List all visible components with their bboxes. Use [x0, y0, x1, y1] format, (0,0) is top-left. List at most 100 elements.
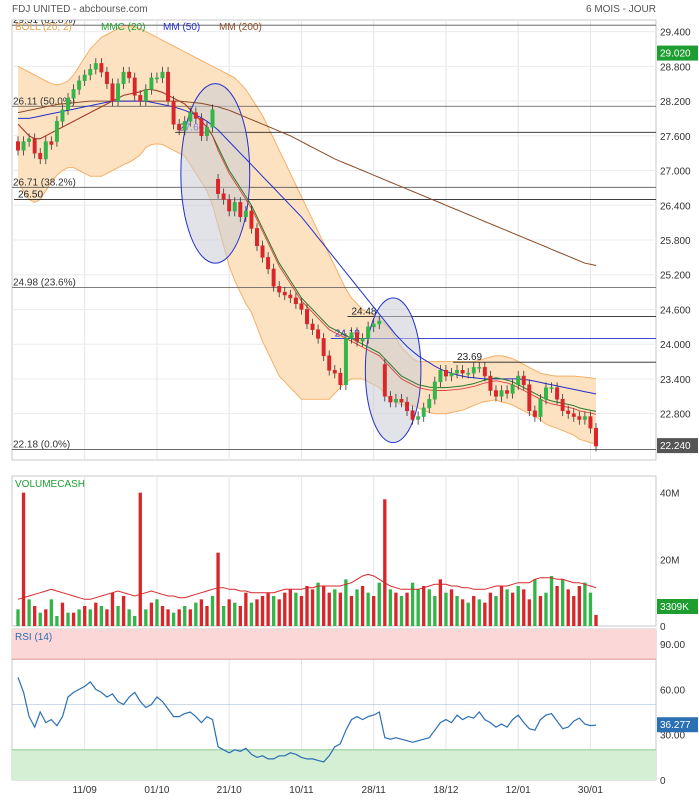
bollinger-lower-line [17, 143, 597, 445]
level-label: 26.50 [18, 189, 43, 200]
candle-body [555, 387, 560, 400]
volume-bar [71, 612, 76, 626]
volume-bar [16, 609, 20, 626]
candle-body [538, 398, 543, 417]
candle-body [377, 320, 382, 325]
rsi-tick-label: 30.00 [660, 731, 685, 742]
volume-bar [410, 582, 415, 626]
volume-bar [316, 582, 320, 626]
candle-body [266, 257, 271, 270]
volume-bar [177, 609, 181, 626]
candle-body [488, 375, 493, 391]
volume-bar [310, 589, 315, 626]
volume-bar [127, 609, 131, 626]
volume-badge: 3309K [660, 602, 689, 613]
volume-bar [260, 596, 265, 626]
volume-bar [588, 592, 593, 626]
candle-body [305, 309, 309, 325]
volume-bar [583, 582, 587, 626]
candle-body [371, 323, 376, 328]
volume-bar [455, 596, 459, 626]
rsi-tick-label: 0 [660, 776, 666, 787]
axis-labels: 29.400 28.800 28.200 27.600 27.000 26.400 25.8… [73, 28, 691, 796]
volume-bar [121, 596, 126, 626]
candle-body [127, 71, 132, 79]
price-tick-label: 23.400 [660, 375, 691, 386]
rsi-badge: 36.277 [660, 720, 691, 731]
volume-bar [155, 599, 159, 626]
candle-body [443, 370, 448, 377]
volume-bar [216, 552, 220, 626]
volume-bar [210, 596, 215, 626]
candle-body [154, 77, 159, 80]
volume-bar [183, 606, 187, 626]
date-tick-label: 01/10 [144, 785, 169, 796]
candle-body [93, 63, 98, 70]
candle-body [260, 245, 265, 258]
volume-tick-label: 0 [660, 622, 666, 633]
candle-body [349, 332, 354, 339]
price-legend-item: MMC (20) [101, 22, 145, 33]
volume-bar [294, 592, 298, 626]
volume-bar [44, 609, 48, 626]
candle-body [438, 370, 443, 383]
candle-body [138, 95, 143, 102]
volume-bar [194, 602, 198, 626]
candle-body [405, 401, 410, 412]
candle-body [505, 390, 510, 394]
candle-body [216, 178, 221, 194]
candle-body [21, 141, 26, 151]
candle-body [293, 297, 298, 304]
candle-body [60, 109, 65, 122]
candle-body [466, 372, 471, 375]
volume-bar [77, 609, 81, 626]
date-tick-label: 21/10 [217, 785, 242, 796]
volume-bar [244, 592, 248, 626]
volume-bar [266, 592, 270, 626]
volume-bar [333, 589, 337, 626]
volume-bar [572, 596, 576, 626]
volume-bar [544, 592, 548, 626]
candle-body [271, 268, 276, 287]
candle-body [166, 71, 171, 102]
volume-bar [299, 596, 304, 626]
candle-body [82, 74, 87, 82]
candle-body [560, 398, 565, 412]
rsi-indicator [12, 629, 656, 780]
level-label: 23.69 [457, 352, 482, 363]
volume-badge-bg [657, 599, 698, 614]
current-price-badge-bg [657, 438, 698, 454]
volume-bar [360, 586, 365, 626]
candle-body [132, 77, 137, 96]
price-tick-label: 27.000 [660, 167, 691, 178]
volume-bar [105, 609, 109, 626]
candle-body [43, 141, 48, 160]
candle-body [232, 202, 237, 212]
volume-bar [405, 592, 409, 626]
volume-ma-line [17, 573, 597, 600]
candle-body [577, 416, 582, 420]
bollinger-fill [18, 25, 596, 444]
candle-body [527, 384, 532, 412]
volume-bar [38, 612, 42, 626]
candle-body [432, 381, 437, 400]
price-tick-label: 29.400 [660, 28, 691, 39]
price-legend-item: BOLL (20, 2) [15, 22, 72, 33]
volume-bar [60, 602, 65, 626]
fibonacci-label: 22.18 (0.0%) [13, 440, 70, 451]
candle-body [355, 332, 359, 342]
candle-body [532, 410, 537, 417]
volume-bar [133, 616, 137, 626]
candle-body [421, 407, 426, 417]
volume-bar [444, 592, 448, 626]
candlesticks [16, 58, 598, 452]
volume-bar [566, 589, 570, 626]
volume-bar [188, 609, 192, 626]
candle-body [310, 323, 315, 330]
candle-body [566, 410, 571, 414]
candle-body [282, 291, 287, 296]
price-tick-label: 28.800 [660, 62, 691, 73]
volume-bar [221, 606, 226, 626]
volume-bar [494, 596, 498, 626]
candle-body [588, 416, 593, 429]
